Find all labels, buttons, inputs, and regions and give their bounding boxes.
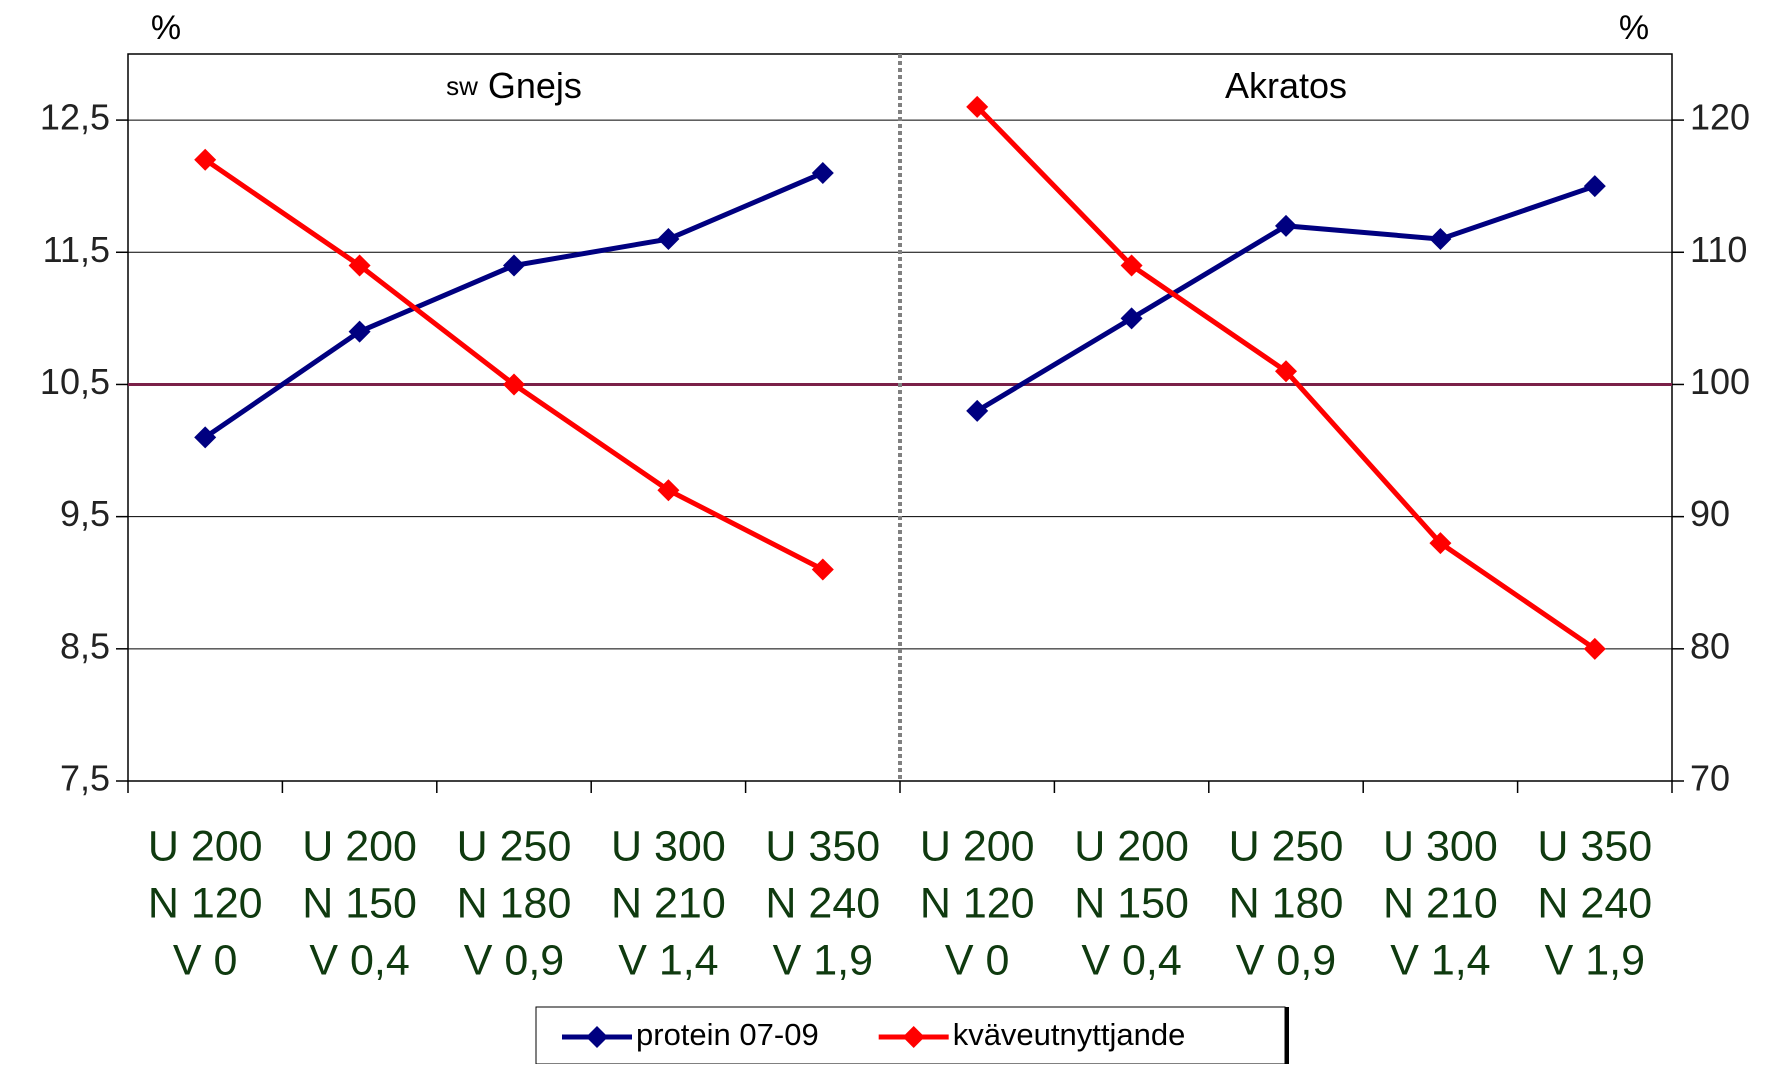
x-tick-label: U 200 <box>302 822 417 870</box>
x-tick-label: N 120 <box>148 879 263 927</box>
x-tick-label: U 300 <box>1383 822 1498 870</box>
y2-tick-label: 90 <box>1690 493 1730 534</box>
x-tick-label: U 200 <box>920 822 1035 870</box>
legend-label: kväveutnyttjande <box>953 1017 1186 1052</box>
group-name: Gnejs <box>488 65 582 106</box>
y2-tick-label: 100 <box>1690 361 1750 402</box>
group-prefix: sw <box>446 71 478 101</box>
legend-label: protein 07-09 <box>636 1017 819 1052</box>
marker <box>1429 532 1452 555</box>
marker <box>1583 637 1606 660</box>
x-tick-label: N 210 <box>1383 879 1498 927</box>
x-tick-label: U 250 <box>1229 822 1344 870</box>
x-tick-label: N 150 <box>1074 879 1189 927</box>
x-tick-label: U 300 <box>611 822 726 870</box>
marker <box>1120 254 1143 277</box>
y2-tick-label: 80 <box>1690 625 1730 666</box>
legend-marker <box>902 1026 925 1048</box>
x-tick-label: V 1,9 <box>1545 936 1645 984</box>
y-tick-label: 7,5 <box>60 758 110 799</box>
marker <box>657 479 680 502</box>
group-label: sw Gnejs <box>446 65 582 106</box>
marker <box>503 373 525 396</box>
x-tick-label: N 240 <box>765 879 880 927</box>
marker <box>194 148 217 171</box>
x-tick-label: U 200 <box>1074 822 1189 870</box>
marker <box>1275 214 1297 237</box>
x-tick-label: V 0,9 <box>1236 936 1336 984</box>
y-tick-label: 9,5 <box>60 493 110 534</box>
marker <box>194 426 217 449</box>
x-tick-label: U 350 <box>765 822 880 870</box>
x-tick-label: U 250 <box>457 822 572 870</box>
y-tick-label: 8,5 <box>60 625 110 666</box>
marker <box>503 254 525 277</box>
y2-tick-label: 120 <box>1690 97 1750 138</box>
y-tick-label: 12,5 <box>40 97 110 138</box>
marker <box>1429 228 1452 251</box>
marker <box>966 95 989 118</box>
x-tick-label: V 0,4 <box>309 936 409 984</box>
x-tick-label: N 120 <box>920 879 1035 927</box>
marker <box>1275 360 1297 383</box>
group-space <box>478 65 488 106</box>
x-tick-label: V 1,9 <box>773 936 873 984</box>
y2-axis-label: % <box>1619 9 1649 47</box>
marker <box>348 254 371 277</box>
group-name: Akratos <box>1225 65 1347 106</box>
y2-tick-label: 110 <box>1690 229 1747 270</box>
y-tick-label: 11,5 <box>43 229 110 270</box>
x-tick-label: V 0,4 <box>1081 936 1181 984</box>
x-tick-label: V 1,4 <box>618 936 718 984</box>
marker <box>1120 307 1143 330</box>
x-tick-label: N 210 <box>611 879 726 927</box>
x-tick-label: U 350 <box>1537 822 1652 870</box>
x-tick-label: V 0,9 <box>464 936 564 984</box>
marker <box>1583 175 1606 198</box>
marker <box>348 320 371 343</box>
x-tick-label: N 180 <box>1229 879 1344 927</box>
marker <box>811 161 834 184</box>
x-tick-label: U 200 <box>148 822 263 870</box>
marker <box>811 558 834 581</box>
x-tick-label: V 1,4 <box>1390 936 1490 984</box>
group-label: Akratos <box>1225 65 1347 106</box>
marker <box>657 228 680 251</box>
x-tick-label: V 0 <box>945 936 1010 984</box>
legend-marker <box>586 1026 608 1048</box>
y-tick-label: 10,5 <box>40 361 110 402</box>
x-tick-label: N 150 <box>302 879 417 927</box>
marker <box>966 399 989 422</box>
x-tick-label: N 240 <box>1537 879 1652 927</box>
x-tick-label: V 0 <box>173 936 238 984</box>
y2-tick-label: 70 <box>1690 758 1730 799</box>
x-tick-label: N 180 <box>457 879 572 927</box>
y-axis-label: % <box>151 9 181 47</box>
